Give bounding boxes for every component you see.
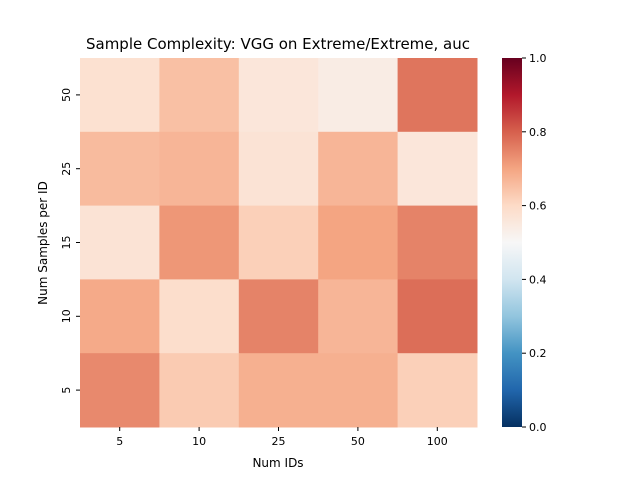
y-axis-ticks: 50 25 15 10 5 bbox=[60, 88, 80, 394]
y-axis-label: Num Samples per ID bbox=[36, 181, 50, 305]
heatmap-cell bbox=[80, 131, 160, 207]
chart-title: Sample Complexity: VGG on Extreme/Extrem… bbox=[86, 35, 470, 53]
heatmap-cells bbox=[80, 58, 478, 428]
heatmap-cell bbox=[159, 205, 240, 280]
heatmap-cell bbox=[159, 58, 240, 133]
colorbar-tick-label: 0.2 bbox=[529, 347, 547, 360]
heatmap-cell bbox=[80, 353, 160, 428]
heatmap-cell bbox=[397, 58, 478, 133]
heatmap-cell bbox=[238, 205, 319, 280]
heatmap-cell bbox=[318, 279, 399, 354]
x-tick-label: 25 bbox=[272, 435, 286, 448]
colorbar-tick-label: 1.0 bbox=[529, 52, 547, 65]
colorbar-tick-label: 0.6 bbox=[529, 200, 547, 213]
y-tick-label: 25 bbox=[60, 162, 73, 176]
heatmap-cell bbox=[318, 131, 399, 207]
heatmap-cell bbox=[159, 131, 240, 207]
x-tick-label: 5 bbox=[116, 435, 123, 448]
heatmap-cell bbox=[80, 205, 160, 280]
colorbar bbox=[502, 58, 522, 427]
y-tick-label: 15 bbox=[60, 236, 73, 250]
heatmap-cell bbox=[397, 353, 478, 428]
heatmap-cell bbox=[80, 58, 160, 133]
x-tick-label: 50 bbox=[351, 435, 365, 448]
y-tick-label: 50 bbox=[60, 88, 73, 102]
heatmap-cell bbox=[318, 353, 399, 428]
heatmap-cell bbox=[318, 205, 399, 280]
heatmap-cell bbox=[397, 205, 478, 280]
colorbar-ticks: 0.0 0.2 0.4 0.6 0.8 1.0 bbox=[522, 52, 547, 434]
x-axis-ticks: 5 10 25 50 100 bbox=[116, 427, 448, 448]
heatmap-cell bbox=[238, 58, 319, 133]
heatmap-cell bbox=[238, 353, 319, 428]
heatmap-cell bbox=[238, 279, 319, 354]
heatmap-cell bbox=[397, 131, 478, 207]
x-tick-label: 100 bbox=[427, 435, 448, 448]
y-tick-label: 5 bbox=[60, 387, 73, 394]
heatmap-cell bbox=[397, 279, 478, 354]
heatmap-cell bbox=[159, 353, 240, 428]
x-axis-label: Num IDs bbox=[252, 456, 303, 470]
y-tick-label: 10 bbox=[60, 309, 73, 323]
colorbar-tick-label: 0.0 bbox=[529, 421, 547, 434]
heatmap-cell bbox=[238, 131, 319, 207]
x-tick-label: 10 bbox=[192, 435, 206, 448]
colorbar-tick-label: 0.4 bbox=[529, 273, 547, 286]
heatmap-cell bbox=[318, 58, 399, 133]
heatmap-cell bbox=[80, 279, 160, 354]
heatmap-cell bbox=[159, 279, 240, 354]
colorbar-tick-label: 0.8 bbox=[529, 126, 547, 139]
